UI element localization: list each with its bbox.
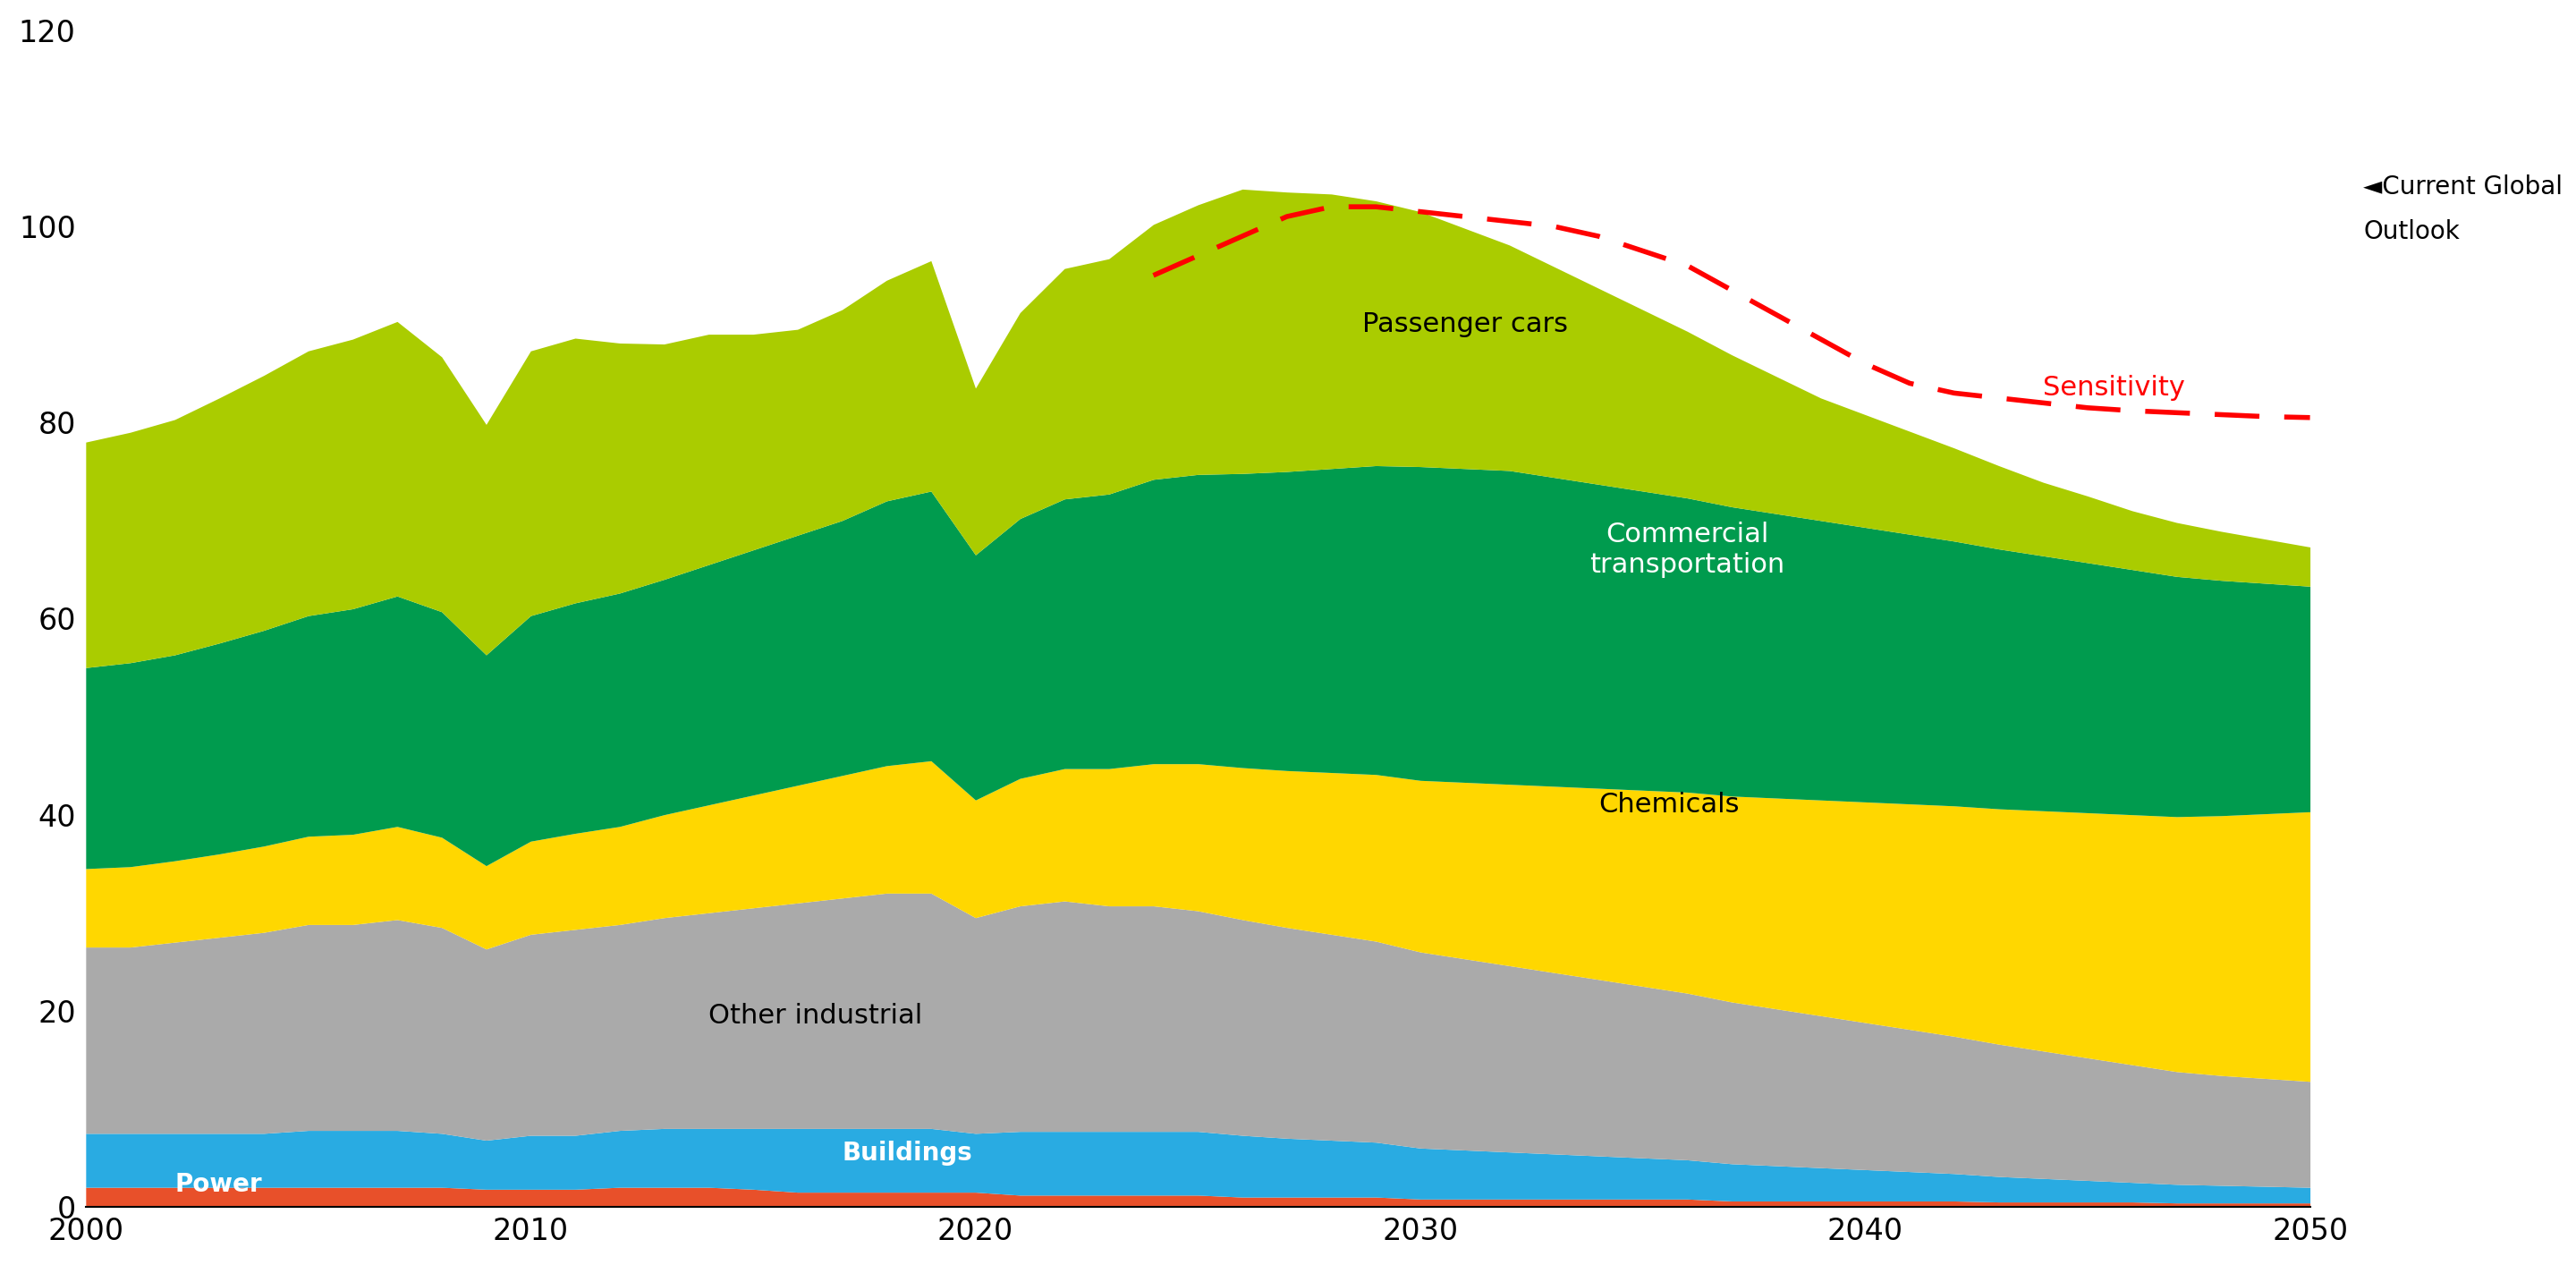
Text: Buildings: Buildings (842, 1141, 971, 1165)
Text: Outlook: Outlook (2362, 219, 2460, 244)
Text: Chemicals: Chemicals (1597, 792, 1739, 818)
Text: Passenger cars: Passenger cars (1363, 311, 1569, 338)
Text: ◄Current Global: ◄Current Global (2362, 175, 2563, 200)
Text: Other industrial: Other industrial (708, 1003, 922, 1028)
Text: Sensitivity: Sensitivity (2043, 376, 2184, 401)
Text: Commercial
transportation: Commercial transportation (1589, 522, 1785, 578)
Text: Power: Power (175, 1173, 263, 1197)
